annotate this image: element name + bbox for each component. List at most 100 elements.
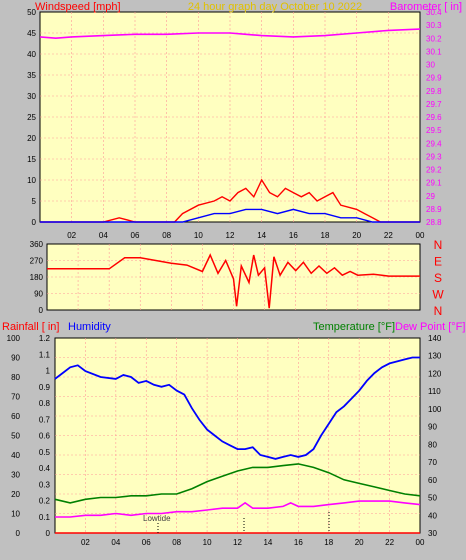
barometer-series (39, 28, 421, 40)
compass-label: W (432, 288, 444, 302)
y-tick-label: 30.1 (426, 47, 442, 56)
y-tick-label: 30.4 (426, 8, 442, 17)
y-tick-label: 120 (428, 369, 442, 378)
humidity-axis-title: Humidity (68, 321, 111, 333)
y-tick-label: 40 (11, 451, 20, 460)
y-tick-label: 0.3 (39, 480, 51, 489)
y-tick-label: 30.3 (426, 21, 442, 30)
y-tick-label: 29.6 (426, 113, 442, 122)
y-tick-label: 29 (426, 192, 435, 201)
y-tick-label: 0.9 (39, 383, 51, 392)
y-tick-label: 60 (11, 412, 20, 421)
x-tick-label: 14 (263, 538, 272, 547)
y-tick-label: 360 (30, 240, 44, 249)
x-tick-label: 02 (81, 538, 90, 547)
y-tick-label: 40 (428, 511, 437, 520)
y-tick-label: 100 (428, 405, 442, 414)
y-tick-label: 29.8 (426, 87, 442, 96)
x-tick-label: 04 (99, 231, 108, 240)
x-tick-label: 10 (194, 231, 203, 240)
y-tick-label: 80 (428, 440, 437, 449)
y-tick-label: 20 (11, 490, 20, 499)
x-tick-label: 12 (233, 538, 242, 547)
x-tick-label: 12 (226, 231, 235, 240)
lowtide-annotation: Lowtide (143, 514, 171, 523)
y-tick-label: 0.4 (39, 464, 51, 473)
wind-direction-series (47, 253, 420, 309)
y-tick-label: 28.9 (426, 205, 442, 214)
y-tick-label: 28.8 (426, 218, 442, 227)
y-tick-label: 30 (27, 92, 36, 101)
wind-axis-title: Windspeed [mph] (35, 1, 121, 13)
y-tick-label: 0.2 (39, 497, 51, 506)
y-tick-label: 29.9 (426, 74, 442, 83)
x-tick-label: 00 (416, 231, 425, 240)
y-tick-label: 0.6 (39, 432, 51, 441)
graph-title: 24 hour graph day October 10 2022 (188, 1, 362, 13)
x-tick-label: 18 (324, 538, 333, 547)
x-tick-label: 02 (67, 231, 76, 240)
y-tick-label: 30 (11, 471, 20, 480)
y-tick-label: 30 (426, 61, 435, 70)
y-tick-label: 50 (11, 432, 20, 441)
y-tick-label: 15 (27, 155, 36, 164)
barometer-axis-title: Barometer [ in] (390, 1, 462, 13)
y-tick-label: 270 (30, 257, 44, 266)
y-tick-label: 0 (16, 529, 21, 538)
y-tick-label: 50 (428, 494, 437, 503)
y-tick-label: 1.2 (39, 334, 51, 343)
y-tick-label: 70 (428, 458, 437, 467)
y-tick-label: 25 (27, 113, 36, 122)
y-tick-label: 29.2 (426, 166, 442, 175)
x-tick-label: 16 (294, 538, 303, 547)
y-tick-label: 1 (46, 367, 51, 376)
y-tick-label: 45 (27, 29, 36, 38)
y-tick-label: 0 (46, 529, 51, 538)
x-tick-label: 08 (172, 538, 181, 547)
y-tick-label: 70 (11, 393, 20, 402)
compass-label: E (434, 255, 442, 269)
y-tick-label: 0.7 (39, 415, 51, 424)
y-tick-label: 29.3 (426, 152, 442, 161)
temperature-axis-title: Temperature [°F] (313, 321, 395, 333)
y-tick-label: 0.1 (39, 513, 51, 522)
x-tick-label: 20 (355, 538, 364, 547)
x-tick-label: 18 (321, 231, 330, 240)
x-tick-label: 22 (385, 538, 394, 547)
x-tick-label: 06 (131, 231, 140, 240)
y-tick-label: 180 (30, 273, 44, 282)
y-tick-label: 80 (11, 373, 20, 382)
humidity-series (54, 356, 420, 460)
gust-series (40, 208, 420, 223)
y-tick-label: 0 (32, 218, 37, 227)
y-tick-label: 1.1 (39, 350, 51, 359)
x-tick-label: 00 (416, 538, 425, 547)
compass-label: N (434, 304, 443, 318)
y-tick-label: 10 (11, 510, 20, 519)
y-tick-label: 10 (27, 176, 36, 185)
y-tick-label: 29.7 (426, 100, 442, 109)
temperature-series (54, 463, 421, 504)
y-tick-label: 0 (39, 306, 44, 315)
x-tick-label: 04 (111, 538, 120, 547)
x-tick-label: 14 (257, 231, 266, 240)
x-tick-label: 22 (384, 231, 393, 240)
x-tick-label: 08 (162, 231, 171, 240)
y-tick-label: 90 (34, 290, 43, 299)
y-tick-label: 90 (11, 354, 20, 363)
y-tick-label: 30.2 (426, 34, 442, 43)
y-tick-label: 100 (7, 334, 21, 343)
dewpoint-series (55, 500, 421, 518)
x-tick-label: 16 (289, 231, 298, 240)
y-tick-label: 40 (27, 50, 36, 59)
y-tick-label: 5 (32, 197, 37, 206)
y-tick-label: 20 (27, 134, 36, 143)
y-tick-label: 0.5 (39, 448, 51, 457)
compass-label: N (434, 238, 443, 252)
rainfall-axis-title: Rainfall [ in] (2, 321, 59, 333)
y-tick-label: 29.5 (426, 126, 442, 135)
y-tick-label: 60 (428, 476, 437, 485)
x-tick-label: 20 (352, 231, 361, 240)
